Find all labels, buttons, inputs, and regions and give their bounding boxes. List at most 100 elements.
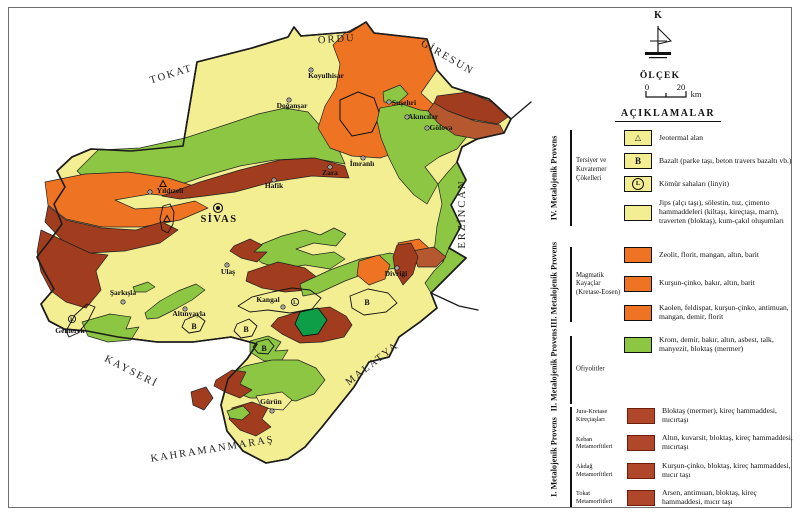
legend-section-II: II. Metalojenik Provens Ofiyolitler Krom, … [540, 329, 794, 412]
geothermal-triangle-symbol-0 [158, 179, 168, 187]
legend-swatch-I-3 [627, 490, 655, 507]
town-label-i-mranl: İmranlı [350, 158, 375, 168]
legend-swatch-IV-0: △ [624, 130, 652, 146]
town-marker-dot-koyulhisar [310, 69, 312, 71]
geothermal-triangle-symbol-1 [162, 214, 172, 222]
region-ofiyolit-small-west [132, 281, 156, 293]
legend-title-text: AÇIKLAMALAR [614, 108, 722, 122]
region-ofiyolit-altinyayla [144, 283, 206, 320]
town-marker-dot-divri-i [396, 267, 398, 269]
legend-rows-III: Zeolit, florit, mangan, altın, barit Kurş… [624, 247, 794, 322]
legend-row-label-I-0: Jura-Kretase Kireçtaşları [576, 408, 608, 423]
legend-swatch-IV-3 [624, 204, 652, 221]
town-marker-dot-alt-nyayla [184, 308, 186, 310]
legend-desc-III-2: Kaolen, feldispat, kurşun-çinko, antimua… [659, 303, 789, 322]
legend-desc-I-0: Bloktaş (mermer), kireç hammaddesi, mıcı… [662, 406, 777, 424]
north-arrow-base2 [649, 57, 667, 59]
town-label-ula: Ulaş [221, 267, 235, 276]
jeotermal-triangle-icon: △ [634, 133, 642, 142]
capital-marker-si-vas [212, 202, 224, 214]
region-metamorfit-nw-band-east [161, 157, 350, 200]
town-label-gemerek: Gemerek [55, 326, 85, 335]
legend-swatch-III-1 [624, 275, 652, 292]
legend-rows-II: Krom, demir, bakır, altın, asbest, talk,… [624, 335, 794, 404]
legend-group-label-IV: Tersiyer ve Kuvaterner Çökelleri [576, 157, 607, 182]
legend-desc-IV-1: Bazalt (parke taşı, beton travers bazalt… [659, 155, 792, 165]
basalt-symbol-6: B [261, 344, 267, 353]
neighbor-label-erzi-ncan: ERZİNCAN [456, 179, 468, 248]
legend-desc-I-2: Kurşun-çinko, bloktaş, kireç hammaddesi,… [662, 460, 791, 479]
town-label-koyulhisar: Koyulhisar [308, 71, 345, 80]
lignite-symbol-letter-2: L [70, 317, 74, 323]
legend-group-label-III: Magmatik Kayaçlar (Kretase-Eosen) [576, 271, 621, 296]
legend-swatch-II-0 [624, 336, 652, 353]
lignite-symbol-3 [290, 297, 300, 307]
province-outline-top [36, 21, 512, 464]
legend-row-III-1: Kurşun-çinko, bakır, altın, barit [624, 275, 794, 292]
town-label-su-ehri: Suşehri [392, 98, 416, 107]
legend-section-I: I. Metalojenik Provens Jura-Kretase Kireç… [540, 406, 794, 507]
legend-desc-I-3: Arsen, antimuan, bloktaş, kireç hammadde… [662, 488, 757, 507]
lignite-symbol-letter-3: L [293, 300, 297, 306]
legend-row-label-I-1: Keban Metamorfitleri [576, 435, 613, 451]
legend-section-IV: IV. Metalojenik Provens Tersiyer ve Kuvat… [540, 130, 794, 226]
north-arrow: K [645, 10, 672, 59]
neighbor-label-tokat: TOKAT [149, 63, 195, 86]
legend-row-I-3: Tokat Metamorfitleri Arsen, antimuan, blo… [576, 488, 794, 507]
town-marker-dot-su-ehri [388, 101, 390, 103]
bazalt-b-icon: B [634, 155, 641, 166]
scale-bar-line [645, 91, 687, 98]
outline-lignite-kangal [237, 287, 322, 314]
region-metamorfit-divrigi [392, 242, 419, 286]
scale-tick-20: 20 [677, 82, 686, 92]
legend-row-IV-0: △ Jeotermal alan [624, 130, 794, 146]
town-label-g-r-n: Gürün [260, 397, 283, 406]
north-arrow-base [645, 52, 671, 55]
town-marker-dot-y-ld-zeli [149, 191, 151, 193]
legend-swatch-I-1 [627, 435, 655, 452]
legend-desc-IV-2: Kömür sahaları (linyit) [659, 178, 730, 188]
legend-divider-bar-III [570, 247, 572, 322]
region-metamorfit-divrigi-light [411, 246, 447, 268]
legend-row-I-2: Akdağ Metamorfitleri Kurşun-çinko, blokta… [576, 460, 794, 480]
legend-row-III-0: Zeolit, florit, mangan, altın, barit [624, 247, 794, 263]
region-ofiyolit-central [247, 227, 347, 270]
legend-swatch-IV-2: L [624, 176, 652, 193]
legend-row-I-1: Keban Metamorfitleri Altın, kuvarsit, blo… [576, 433, 794, 452]
legend-numeral-text-IV: IV. Metalojenik Provens [549, 135, 559, 221]
legend-row-I-0: Jura-Kretase Kireçtaşları Bloktaş (mermer… [576, 406, 794, 425]
town-label-divri-i: Divriği [385, 269, 408, 278]
outline-lignite-gemerek [65, 303, 96, 338]
capital-marker-dot-si-vas [216, 206, 220, 210]
legend-row-IV-3: Jips (alçı taşı), sölestin, tuz, çimento… [624, 198, 794, 226]
outline-jeotermal-yildizeli [159, 203, 175, 234]
legend-row-II-0: Krom, demir, bakır, altın, asbest, talk,… [624, 335, 794, 354]
legend-swatch-III-0 [624, 247, 652, 263]
town-marker-dot-zara [329, 166, 331, 168]
legend-numeral-IV: IV. Metalojenik Provens [540, 130, 568, 226]
outline-basalt-divrigi [349, 288, 398, 316]
town-marker-dot-ark-la [122, 301, 124, 303]
legend-divider-bar-II [570, 336, 572, 404]
linyit-l-icon: L [632, 178, 644, 191]
scale-tick-0: 0 [645, 82, 649, 92]
legend-rows-IV: △ Jeotermal alan B Bazalt (parke taşı, beto… [624, 130, 794, 226]
region-ofiyolit-dark-patch [294, 307, 328, 337]
scale-unit: km [691, 89, 702, 99]
outline-basalt-altinyayla [181, 314, 206, 334]
legend-swatch-III-2 [624, 305, 652, 322]
legend-desc-III-1: Kurşun-çinko, bakır, altın, barit [659, 278, 755, 288]
basalt-symbol-5: B [243, 325, 249, 334]
region-ofiyolit-gemerek [81, 313, 140, 343]
region-metamorfit-ulas [229, 238, 268, 263]
region-metamorfit-nw-band-west [44, 205, 179, 254]
basalt-symbol-4: B [191, 322, 197, 331]
legend-row-IV-1: B Bazalt (parke taşı, beton travers bazal… [624, 153, 794, 170]
legend-title: AÇIKLAMALAR [540, 103, 796, 122]
legend-desc-III-0: Zeolit, florit, mangan, altın, barit [659, 249, 759, 259]
legend-row-label-I-2: Akdağ Metamorfitleri [576, 462, 613, 478]
town-marker-dot-g-r-n [271, 410, 273, 412]
legend-desc-II-0: Krom, demir, bakır, altın, asbest, talk,… [659, 335, 774, 353]
